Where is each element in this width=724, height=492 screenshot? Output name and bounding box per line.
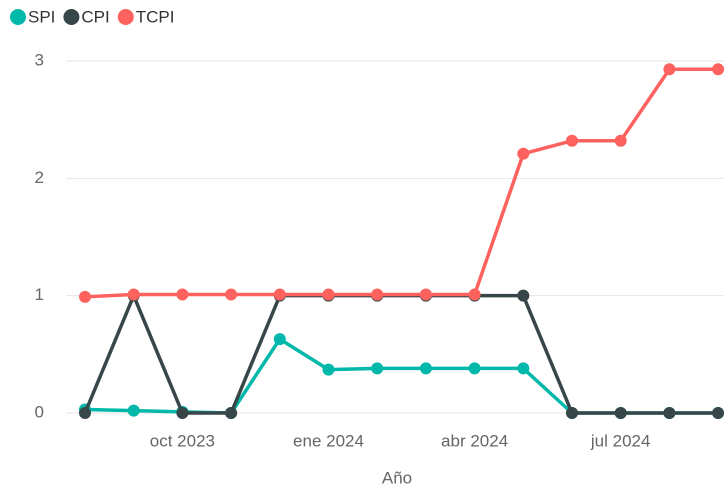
legend-marker xyxy=(63,9,80,25)
data-point xyxy=(712,407,724,419)
data-point xyxy=(468,362,481,375)
data-point xyxy=(517,362,530,375)
data-point xyxy=(468,288,481,301)
data-point xyxy=(566,407,578,419)
x-tick-label: abr 2024 xyxy=(441,431,508,450)
data-point xyxy=(663,63,676,76)
legend-label: TCPI xyxy=(136,7,175,26)
data-point xyxy=(273,333,286,346)
x-tick-label: oct 2023 xyxy=(150,431,215,450)
data-point xyxy=(322,288,335,301)
series-line xyxy=(84,67,719,299)
data-point xyxy=(322,363,335,376)
data-point xyxy=(176,288,189,301)
data-point xyxy=(127,404,140,417)
data-point xyxy=(517,147,530,160)
data-point xyxy=(176,407,189,419)
data-point xyxy=(419,288,432,301)
data-point xyxy=(614,134,627,147)
data-point xyxy=(663,407,676,419)
series-line xyxy=(83,293,719,415)
series-line xyxy=(84,337,719,415)
data-point xyxy=(371,362,384,375)
data-point xyxy=(79,407,91,419)
y-tick-label: 1 xyxy=(35,285,44,304)
data-point xyxy=(79,290,91,303)
x-tick-label: ene 2024 xyxy=(293,431,364,450)
data-point xyxy=(614,407,627,419)
data-point xyxy=(225,288,238,301)
y-tick-label: 3 xyxy=(35,50,44,69)
data-point xyxy=(225,407,238,419)
data-point xyxy=(273,288,286,301)
data-point xyxy=(127,288,140,301)
legend-marker xyxy=(10,9,26,25)
data-point xyxy=(419,362,432,375)
legend-marker xyxy=(117,9,134,25)
y-tick-label: 2 xyxy=(35,168,44,187)
data-point xyxy=(371,288,384,301)
legend-label: SPI xyxy=(28,7,55,26)
data-point xyxy=(517,289,530,302)
y-tick-label: 0 xyxy=(35,402,44,421)
x-tick-label: jul 2024 xyxy=(590,431,651,450)
data-point xyxy=(712,63,724,76)
data-point xyxy=(566,134,578,147)
x-axis-label: Año xyxy=(382,468,412,487)
legend-label: CPI xyxy=(81,7,109,26)
